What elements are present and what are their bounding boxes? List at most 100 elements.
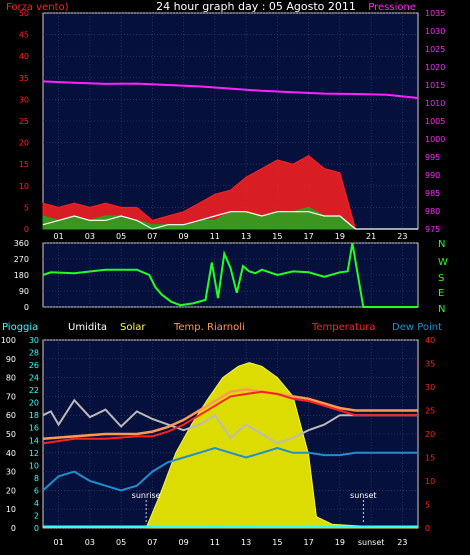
rain-tick-label: 30 bbox=[29, 336, 39, 345]
hour-tick-label: 19 bbox=[335, 538, 345, 547]
hour-tick-label: 15 bbox=[272, 232, 282, 241]
wind-tick-label: 15 bbox=[19, 160, 29, 169]
legend-temp-riarnoli: Temp. Riarnoli bbox=[173, 322, 245, 333]
compass-label: N bbox=[438, 304, 445, 315]
wind-tick-label: 10 bbox=[19, 182, 29, 191]
rain-tick-label: 26 bbox=[29, 361, 39, 370]
rain-tick-label: 6 bbox=[34, 486, 39, 495]
hour-tick-label: 07 bbox=[147, 232, 157, 241]
pressure-tick-label: 1020 bbox=[425, 63, 445, 72]
temperature-tick-label: 20 bbox=[425, 430, 435, 439]
legend-umidita: Umidita bbox=[68, 322, 107, 333]
hour-tick-label: 01 bbox=[54, 232, 64, 241]
wind-tick-label: 20 bbox=[19, 139, 29, 148]
humidity-tick-label: 20 bbox=[6, 486, 16, 495]
hour-tick-label: 05 bbox=[116, 538, 126, 547]
humidity-series bbox=[42, 398, 418, 445]
hour-tick-label: 13 bbox=[241, 538, 251, 547]
hour-tick-label: 09 bbox=[179, 538, 189, 547]
humidity-tick-label: 70 bbox=[6, 392, 16, 401]
direction-tick-label: 0 bbox=[24, 303, 29, 312]
hour-tick-label: 05 bbox=[116, 232, 126, 241]
hour-tick-label: 17 bbox=[304, 232, 314, 241]
humidity-tick-label: 90 bbox=[6, 355, 16, 364]
rain-tick-label: 2 bbox=[34, 511, 39, 520]
humidity-tick-label: 80 bbox=[6, 374, 16, 383]
wind-tick-label: 25 bbox=[19, 117, 29, 126]
rain-tick-label: 28 bbox=[29, 349, 39, 358]
humidity-tick-label: 40 bbox=[6, 449, 16, 458]
hour-tick-label: 07 bbox=[147, 538, 157, 547]
humidity-tick-label: 60 bbox=[6, 411, 16, 420]
sunset-label: sunset bbox=[350, 491, 377, 500]
hour-tick-label: 11 bbox=[210, 538, 220, 547]
pressure-axis-title: Pressione bbox=[368, 2, 416, 13]
pressure-tick-label: 985 bbox=[425, 189, 440, 198]
compass-label: E bbox=[438, 288, 444, 299]
rain-tick-label: 12 bbox=[29, 449, 39, 458]
direction-tick-label: 360 bbox=[14, 239, 29, 248]
temperature-tick-label: 10 bbox=[425, 477, 435, 486]
hour-tick-label: 19 bbox=[335, 232, 345, 241]
rain-tick-label: 14 bbox=[29, 436, 39, 445]
pressure-tick-label: 980 bbox=[425, 207, 440, 216]
rain-tick-label: 10 bbox=[29, 461, 39, 470]
humidity-tick-label: 0 bbox=[11, 524, 16, 533]
direction-tick-label: 270 bbox=[14, 255, 29, 264]
hour-tick-label: 01 bbox=[54, 538, 64, 547]
wind-tick-label: 40 bbox=[19, 52, 29, 61]
legend-dew-point: Dew Point bbox=[392, 322, 442, 333]
pressure-tick-label: 975 bbox=[425, 225, 440, 234]
hour-tick-label: 03 bbox=[85, 538, 95, 547]
pressure-tick-label: 1015 bbox=[425, 81, 445, 90]
compass-label: N bbox=[438, 239, 445, 250]
temperature-tick-label: 0 bbox=[425, 524, 430, 533]
legend-solar: Solar bbox=[120, 322, 146, 333]
legend-temperatura: Temperatura bbox=[311, 322, 376, 333]
humidity-tick-label: 100 bbox=[1, 336, 16, 345]
temperature-tick-label: 40 bbox=[425, 336, 435, 345]
temperature-tick-label: 30 bbox=[425, 383, 435, 392]
hour-tick-label: 11 bbox=[210, 232, 220, 241]
pressure-tick-label: 1000 bbox=[425, 135, 445, 144]
pressure-tick-label: 995 bbox=[425, 153, 440, 162]
hour-tick-label: 21 bbox=[366, 232, 376, 241]
rain-tick-label: 0 bbox=[34, 524, 39, 533]
wind-axis-title: Forza vento) bbox=[6, 2, 69, 13]
legend-pioggia: Pioggia bbox=[2, 322, 38, 333]
dew-point-series bbox=[42, 447, 418, 492]
wind-tick-label: 35 bbox=[19, 74, 29, 83]
temperature-tick-label: 15 bbox=[425, 454, 435, 463]
compass-label: W bbox=[438, 257, 448, 268]
page-title: 24 hour graph day : 05 Agosto 2011 bbox=[156, 0, 356, 13]
hour-tick-label: 23 bbox=[397, 232, 407, 241]
pressure-tick-label: 990 bbox=[425, 171, 440, 180]
rain-tick-label: 22 bbox=[29, 386, 39, 395]
pressure-tick-label: 1025 bbox=[425, 45, 445, 54]
pressure-tick-label: 1035 bbox=[425, 9, 445, 18]
rain-tick-label: 4 bbox=[34, 499, 39, 508]
pressure-tick-label: 1010 bbox=[425, 99, 445, 108]
temperature-tick-label: 5 bbox=[425, 501, 430, 510]
hour-tick-label: 23 bbox=[397, 538, 407, 547]
sunrise-label: sunrise bbox=[132, 491, 161, 500]
hour-tick-label: sunset bbox=[358, 538, 385, 547]
wind-tick-label: 50 bbox=[19, 9, 29, 18]
hour-tick-label: 09 bbox=[179, 232, 189, 241]
pressure-tick-label: 1030 bbox=[425, 27, 445, 36]
rain-tick-label: 8 bbox=[34, 474, 39, 483]
pressure-series bbox=[42, 80, 419, 99]
hour-tick-label: 13 bbox=[241, 232, 251, 241]
rain-tick-label: 20 bbox=[29, 399, 39, 408]
rain-tick-label: 24 bbox=[29, 374, 39, 383]
hour-tick-label: 03 bbox=[85, 232, 95, 241]
direction-tick-label: 90 bbox=[19, 287, 29, 296]
temp-riarnoli-series bbox=[42, 388, 418, 440]
direction-tick-label: 180 bbox=[14, 271, 29, 280]
wind-tick-label: 45 bbox=[19, 31, 29, 40]
hour-tick-label: 15 bbox=[272, 538, 282, 547]
humidity-tick-label: 50 bbox=[6, 430, 16, 439]
wind-direction-series bbox=[42, 242, 418, 308]
compass-label: S bbox=[438, 273, 444, 284]
